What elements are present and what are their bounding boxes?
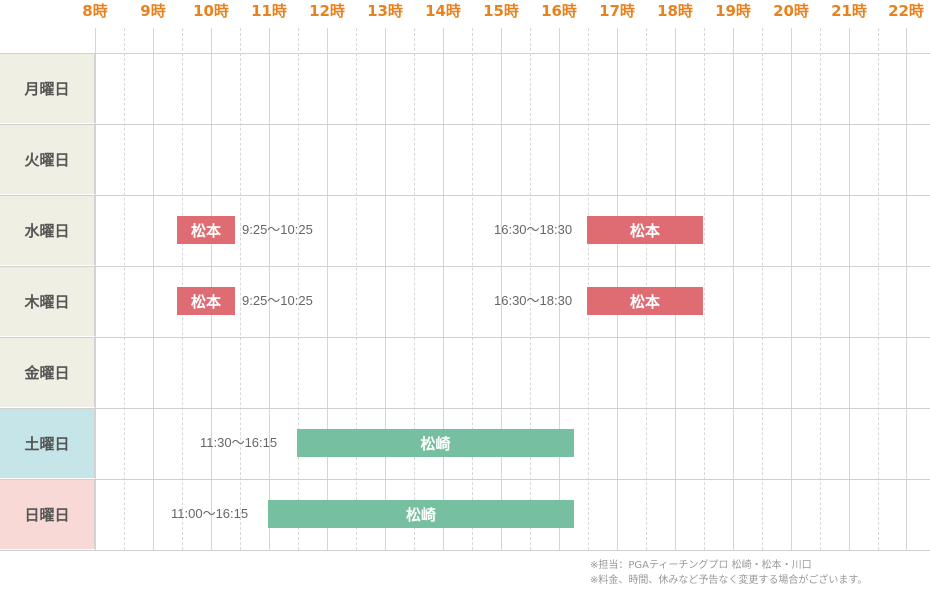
grid-line <box>472 28 473 550</box>
grid-line <box>298 28 299 550</box>
hour-label: 22時 <box>888 2 924 20</box>
grid-line <box>269 28 270 550</box>
row-divider <box>0 195 930 196</box>
hour-label: 18時 <box>657 2 693 20</box>
session-block[interactable]: 松本 <box>177 287 235 315</box>
hour-label: 12時 <box>309 2 345 20</box>
hour-label: 10時 <box>193 2 229 20</box>
hour-label: 19時 <box>715 2 751 20</box>
grid-line <box>443 28 444 550</box>
row-divider <box>0 337 930 338</box>
hour-label: 14時 <box>425 2 461 20</box>
day-label: 月曜日 <box>0 53 95 123</box>
footnote: ※担当：PGAティーチングプロ 松崎・松本・川口 <box>590 560 812 571</box>
session-block[interactable]: 松本 <box>587 216 703 244</box>
grid-line <box>878 28 879 550</box>
session-time: 11:30〜16:15 <box>200 435 278 450</box>
grid-line <box>414 28 415 550</box>
session-time: 9:25〜10:25 <box>242 222 313 237</box>
hour-label: 8時 <box>82 2 108 20</box>
day-label: 火曜日 <box>0 124 95 194</box>
row-divider <box>0 479 930 480</box>
grid-line <box>327 28 328 550</box>
hour-label: 11時 <box>251 2 287 20</box>
grid-line <box>820 28 821 550</box>
grid-line <box>791 28 792 550</box>
grid-line <box>124 28 125 550</box>
grid-line <box>704 28 705 550</box>
session-time: 16:30〜18:30 <box>494 293 573 308</box>
row-divider <box>0 53 930 54</box>
hour-label: 13時 <box>367 2 403 20</box>
hour-label: 20時 <box>773 2 809 20</box>
grid-line <box>240 28 241 550</box>
session-time: 9:25〜10:25 <box>242 293 313 308</box>
session-time: 16:30〜18:30 <box>494 222 573 237</box>
hour-label: 21時 <box>831 2 867 20</box>
grid-line <box>762 28 763 550</box>
grid-line <box>559 28 560 550</box>
grid-line <box>733 28 734 550</box>
session-block[interactable]: 松本 <box>587 287 703 315</box>
row-divider <box>0 550 930 551</box>
hour-label: 16時 <box>541 2 577 20</box>
grid-line <box>849 28 850 550</box>
day-label: 金曜日 <box>0 337 95 407</box>
day-label: 水曜日 <box>0 195 95 265</box>
session-block[interactable]: 松本 <box>177 216 235 244</box>
session-time: 11:00〜16:15 <box>171 506 249 521</box>
day-label: 木曜日 <box>0 266 95 336</box>
hour-label: 9時 <box>140 2 166 20</box>
session-block[interactable]: 松崎 <box>297 429 574 457</box>
day-label: 日曜日 <box>0 479 95 549</box>
row-divider <box>0 124 930 125</box>
grid-line <box>906 28 907 550</box>
grid-line <box>95 28 96 550</box>
grid-line <box>385 28 386 550</box>
grid-line <box>153 28 154 550</box>
hour-label: 15時 <box>483 2 519 20</box>
footnote: ※料金、時間、休みなど予告なく変更する場合がございます。 <box>590 575 868 586</box>
row-divider <box>0 408 930 409</box>
row-divider <box>0 266 930 267</box>
hour-label: 17時 <box>599 2 635 20</box>
grid-line <box>530 28 531 550</box>
grid-line <box>501 28 502 550</box>
day-label: 土曜日 <box>0 408 95 478</box>
grid-line <box>356 28 357 550</box>
session-block[interactable]: 松崎 <box>268 500 574 528</box>
